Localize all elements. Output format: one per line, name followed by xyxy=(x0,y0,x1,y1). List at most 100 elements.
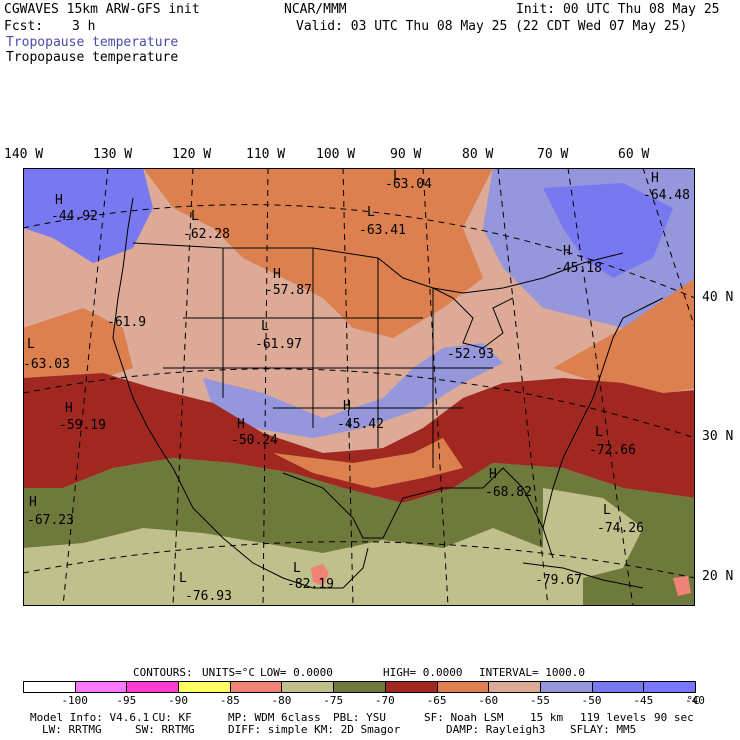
center-value: -44.92 xyxy=(51,209,98,224)
surface-scheme: SF: Noah LSM xyxy=(424,711,504,724)
shade-orange-south xyxy=(273,438,463,488)
graticule-90w xyxy=(422,168,449,606)
center-value: -59.19 xyxy=(59,418,106,433)
field-title-secondary: Tropopause temperature xyxy=(6,50,179,65)
legend-tick-label: -80 xyxy=(271,694,292,707)
center-type: L xyxy=(367,205,375,220)
contours-interval: INTERVAL= 1000.0 xyxy=(479,666,585,679)
cumulus-scheme: CU: KF xyxy=(152,711,192,724)
center-value: -68.82 xyxy=(485,485,532,500)
coastline-pacific xyxy=(112,197,174,469)
center-value: -45.42 xyxy=(337,417,384,432)
contours-low: LOW= 0.0000 xyxy=(260,666,333,679)
legend-swatch xyxy=(126,681,180,693)
shortwave-scheme: SW: RRTMG xyxy=(135,723,195,736)
legend-swatch xyxy=(281,681,335,693)
init-time: Init: 00 UTC Thu 08 May 25 xyxy=(516,2,720,17)
center-value: -63.03 xyxy=(23,357,70,372)
legend-swatch xyxy=(436,681,490,693)
graticule-110w xyxy=(262,168,269,606)
surface-layer-scheme: SFLAY: MM5 xyxy=(570,723,637,736)
legend-tick-label: -60 xyxy=(478,694,499,707)
center-type: L xyxy=(27,337,35,352)
legend-tick-label: -100 xyxy=(61,694,88,707)
center-type: H xyxy=(29,495,37,510)
contours-high: HIGH= 0.0000 xyxy=(383,666,463,679)
graticule-70w xyxy=(567,168,634,606)
center-value: -67.23 xyxy=(27,513,74,528)
lon-label-120w: 120 W xyxy=(172,147,212,162)
legend-tick-label: -75 xyxy=(323,694,344,707)
graticule-130w xyxy=(62,168,109,606)
lon-label-70w: 70 W xyxy=(537,147,569,162)
center-type: L xyxy=(393,169,401,184)
time-step: 90 sec xyxy=(654,711,694,724)
legend-swatch xyxy=(384,681,438,693)
center-type: H xyxy=(489,467,497,482)
legend-swatch xyxy=(591,681,645,693)
center-value: -61.9 xyxy=(107,315,146,330)
center-type: H xyxy=(273,267,281,282)
lon-label-100w: 100 W xyxy=(316,147,356,162)
legend-tick-label: -50 xyxy=(581,694,602,707)
forecast-value: 3 h xyxy=(72,19,96,34)
forecast-label: Fcst: xyxy=(4,19,44,34)
center-value: -57.87 xyxy=(265,283,312,298)
shade-pink-spot xyxy=(311,564,329,586)
legend-unit: °C xyxy=(686,694,700,707)
center-type: L xyxy=(595,425,603,440)
lat-label-40n: 40 N xyxy=(702,290,734,305)
lat-label-20n: 20 N xyxy=(702,569,734,584)
center-value: -63.04 xyxy=(385,177,432,192)
center-type: H xyxy=(563,244,571,259)
shade-dark-red-band xyxy=(23,373,695,503)
center-type: H xyxy=(237,417,245,432)
center-label: NCAR/MMM xyxy=(284,2,347,17)
color-legend xyxy=(23,681,696,693)
legend-tick-label: -40 xyxy=(685,694,705,707)
shade-orange-east xyxy=(553,278,695,398)
coastline-atlantic xyxy=(542,297,664,529)
legend-swatch xyxy=(229,681,283,693)
center-value: -64.48 xyxy=(643,188,690,203)
shade-deep-blue-northeast xyxy=(543,183,673,278)
pbl-scheme: PBL: YSU xyxy=(333,711,386,724)
vertical-levels: 119 levels xyxy=(580,711,647,724)
center-value: -62.28 xyxy=(183,227,230,242)
legend-tick-label: -55 xyxy=(529,694,550,707)
shade-light-olive-south xyxy=(23,528,583,606)
shade-orange-north xyxy=(143,168,493,338)
lon-label-110w: 110 W xyxy=(246,147,286,162)
legend-swatch xyxy=(643,681,696,693)
center-type: L xyxy=(261,319,269,334)
coastline-gulf xyxy=(282,467,554,559)
lon-label-60w: 60 W xyxy=(618,147,650,162)
center-type: L xyxy=(179,571,187,586)
coastline-mexico xyxy=(172,467,369,589)
center-type: H xyxy=(651,171,659,186)
legend-swatch xyxy=(333,681,386,693)
graticule-80w xyxy=(497,168,549,606)
legend-swatch xyxy=(23,681,76,693)
lon-label-140w: 140 W xyxy=(4,147,44,162)
model-title: CGWAVES 15km ARW-GFS init xyxy=(4,2,200,17)
center-type: H xyxy=(55,193,63,208)
shade-light-olive-southeast xyxy=(543,488,643,578)
center-value: -79.67 xyxy=(535,573,582,588)
valid-time: Valid: 03 UTC Thu 08 May 25 (22 CDT Wed … xyxy=(296,19,688,34)
center-type: L xyxy=(293,561,301,576)
center-type: L xyxy=(191,209,199,224)
great-lakes xyxy=(432,287,514,349)
center-value: -61.97 xyxy=(255,337,302,352)
center-value: -74.26 xyxy=(597,521,644,536)
center-type: H xyxy=(343,399,351,414)
model-info: Model Info: V4.6.1 xyxy=(30,711,150,724)
diffusion-scheme: DIFF: simple KM: 2D Smagor xyxy=(228,723,401,736)
lon-label-80w: 80 W xyxy=(462,147,494,162)
graticule-40n xyxy=(23,204,695,299)
microphysics-scheme: MP: WDM 6class xyxy=(228,711,321,724)
center-value: -45.18 xyxy=(555,261,602,276)
legend-tick-label: -95 xyxy=(116,694,137,707)
longwave-scheme: LW: RRTMG xyxy=(42,723,102,736)
shade-blue-central xyxy=(203,343,503,438)
